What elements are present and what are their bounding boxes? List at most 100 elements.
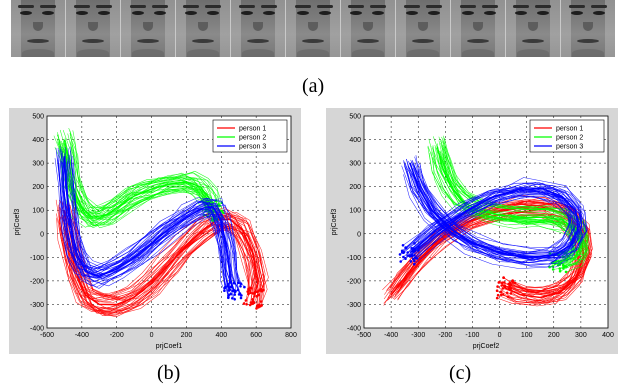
- y-axis-label: prjCoef3: [331, 209, 338, 236]
- x-tick-label: 300: [575, 332, 587, 339]
- trajectory-endpoint: [413, 242, 416, 245]
- y-tick-label: 0: [357, 231, 361, 238]
- y-tick-label: -100: [30, 255, 44, 262]
- legend-label: person 3: [556, 144, 583, 151]
- x-tick-label: -500: [357, 332, 371, 339]
- chart-panel-b: -600 -400 -200 0 200 400 600 800-400-300-200-10…: [9, 108, 301, 354]
- legend-label: person 3: [239, 144, 266, 151]
- trajectory-endpoint: [562, 267, 565, 270]
- trajectory-endpoint: [502, 287, 505, 290]
- x-tick-label: 200: [181, 332, 193, 339]
- trajectory-endpoint: [237, 281, 240, 284]
- face-frame: [11, 0, 65, 57]
- trajectory-endpoint: [416, 257, 419, 260]
- trajectory-endpoint: [500, 284, 503, 287]
- x-tick-label: 600: [250, 332, 262, 339]
- face-frame: [396, 0, 450, 57]
- trajectory-endpoint: [501, 281, 504, 284]
- x-tick-label: -400: [384, 332, 398, 339]
- trajectory-endpoint: [260, 304, 263, 307]
- x-tick-label: 0: [150, 332, 154, 339]
- legend-label: person 1: [556, 126, 583, 133]
- y-tick-label: -300: [30, 302, 44, 309]
- trajectory-endpoint: [239, 285, 242, 288]
- trajectory-endpoint: [507, 283, 510, 286]
- face-frame: [341, 0, 395, 57]
- y-tick-label: 400: [349, 137, 361, 144]
- y-tick-label: -200: [347, 278, 361, 285]
- y-tick-label: 400: [32, 137, 44, 144]
- y-tick-label: 200: [349, 184, 361, 191]
- x-tick-label: -400: [75, 332, 89, 339]
- trajectory-endpoint: [237, 289, 240, 292]
- trajectory-endpoint: [559, 267, 562, 270]
- face-frame: [451, 0, 505, 57]
- y-tick-label: 200: [32, 184, 44, 191]
- y-tick-label: 100: [349, 208, 361, 215]
- caption-b: (b): [157, 362, 180, 385]
- trajectory-endpoint: [239, 292, 242, 295]
- x-tick-label: 400: [215, 332, 227, 339]
- trajectory-endpoint: [406, 254, 409, 257]
- trajectory-endpoint: [565, 271, 568, 274]
- chart-panel-c: -500 -400 -300 -200 -100 0 100 200 300 400-400-30…: [326, 108, 618, 354]
- legend: person 1 person 2 person 3: [530, 120, 604, 152]
- x-tick-label: 0: [498, 332, 502, 339]
- trajectory-endpoint: [245, 303, 248, 306]
- trajectory-endpoint: [413, 263, 416, 266]
- y-tick-label: -300: [347, 302, 361, 309]
- trajectory-endpoint: [552, 268, 555, 271]
- x-tick-label: -600: [40, 332, 54, 339]
- trajectory-endpoint: [496, 297, 499, 300]
- trajectory-endpoint: [243, 302, 246, 305]
- face-frame: [561, 0, 615, 57]
- x-tick-label: -200: [110, 332, 124, 339]
- trajectory-endpoint: [261, 290, 264, 293]
- trajectory-endpoint: [223, 289, 226, 292]
- y-tick-label: -400: [347, 326, 361, 333]
- trajectory-endpoint: [402, 244, 405, 247]
- legend: person 1 person 2 person 3: [213, 120, 287, 152]
- trajectory-endpoint: [559, 270, 562, 273]
- trajectory-endpoint: [502, 293, 505, 296]
- trajectory-endpoint: [411, 255, 414, 258]
- trajectory-endpoint: [498, 281, 501, 284]
- x-tick-label: 400: [602, 332, 614, 339]
- trajectory-endpoint: [252, 302, 255, 305]
- x-tick-label: -300: [411, 332, 425, 339]
- x-axis-label: prjCoef2: [473, 343, 500, 350]
- legend-label: person 2: [239, 135, 266, 142]
- face-frame: [506, 0, 560, 57]
- trajectory-endpoint: [410, 260, 413, 263]
- y-tick-label: 500: [32, 114, 44, 121]
- legend-label: person 1: [239, 126, 266, 133]
- face-frame: [176, 0, 230, 57]
- face-frame: [121, 0, 175, 57]
- trajectory-endpoint: [250, 287, 253, 290]
- caption-c: (c): [449, 362, 471, 385]
- trajectory-endpoint: [243, 286, 246, 289]
- face-frame: [66, 0, 120, 57]
- trajectory-endpoint: [399, 260, 402, 263]
- trajectory-endpoint: [402, 256, 405, 259]
- trajectory-endpoint: [228, 286, 231, 289]
- x-tick-label: 200: [548, 332, 560, 339]
- trajectory-endpoint: [502, 276, 505, 279]
- trajectory-endpoint: [227, 296, 230, 299]
- trajectory-endpoint: [245, 299, 248, 302]
- trajectory-endpoint: [551, 265, 554, 268]
- trajectory-endpoint: [562, 264, 565, 267]
- trajectory-endpoint: [399, 253, 402, 256]
- face-frame: [231, 0, 285, 57]
- y-tick-label: -400: [30, 326, 44, 333]
- face-image-strip: [11, 0, 615, 57]
- legend-label: person 2: [556, 135, 583, 142]
- y-tick-label: -100: [347, 255, 361, 262]
- y-tick-label: 0: [40, 231, 44, 238]
- trajectory-endpoint: [413, 260, 416, 263]
- x-tick-label: 100: [521, 332, 533, 339]
- caption-a: (a): [302, 75, 324, 98]
- y-tick-label: 300: [32, 161, 44, 168]
- trajectory-endpoint: [233, 293, 236, 296]
- x-tick-label: -200: [438, 332, 452, 339]
